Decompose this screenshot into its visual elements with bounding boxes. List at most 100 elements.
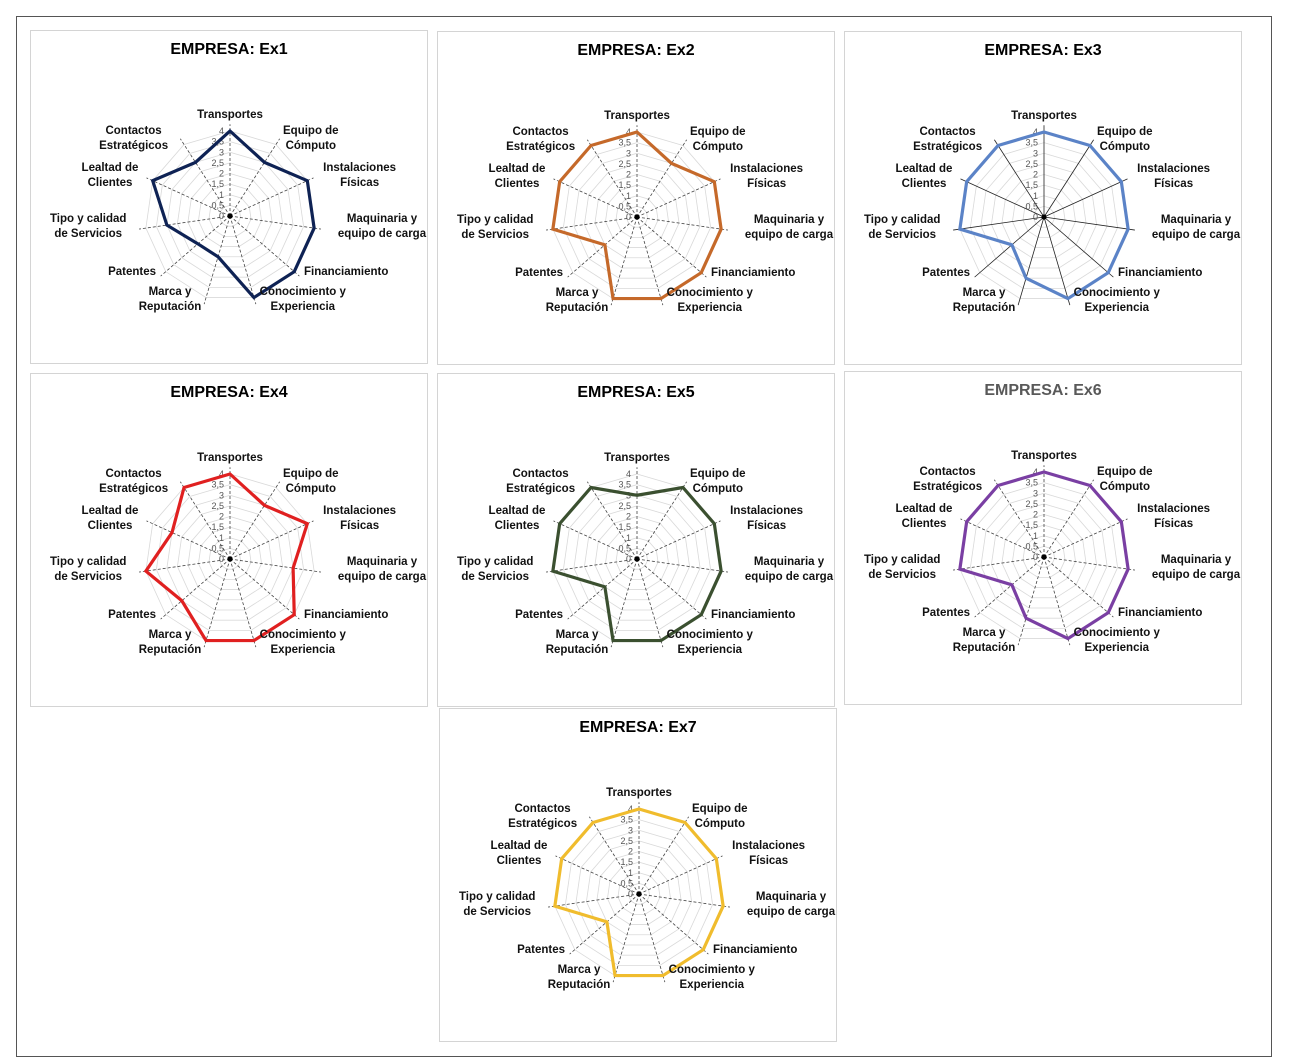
center-point [1041,214,1047,220]
axis-label: Transportes [197,109,263,121]
tick-label: 1,5 [618,180,631,190]
tick-label: 1 [1033,531,1038,541]
chart-title: EMPRESA: Ex2 [577,42,695,59]
axis-spoke [1017,216,1045,306]
axis-label: Instalaciones Físicas [730,163,803,190]
grid-ring [145,130,315,298]
tick-label: 2,5 [620,836,633,846]
axis-label: Instalaciones Físicas [323,162,396,189]
axis-label: Instalaciones Físicas [323,505,396,532]
tick-label: 4 [626,469,631,479]
axis-label: Conocimiento y Experiencia [1074,287,1161,314]
chart-title: EMPRESA: Ex1 [170,41,288,58]
axis-spoke [636,178,721,218]
chart-title: EMPRESA: Ex6 [984,382,1102,399]
grid-ring [187,173,273,258]
tick-label: 3 [628,825,633,835]
radar-panel-ex4: EMPRESA: Ex4 4 3,5 3 2,5 2 1,5 1 0,5 0 Transporte… [30,373,428,707]
axis-label: Financiamiento [713,944,797,956]
axis-label: Transportes [1011,110,1077,122]
axis-label: Equipo de Cómputo [1097,466,1153,493]
axis-label: Patentes [515,609,563,621]
axis-label: Patentes [108,266,156,278]
tick-label: 2 [219,169,224,179]
axis-label: Maquinaria y equipo de carga [745,556,834,583]
radar-panel-ex2: EMPRESA: Ex2 4 3,5 3 2,5 2 1,5 1 0,5 0 Transporte… [437,31,835,365]
grid-ring [1022,535,1066,578]
grid-ring [208,194,252,237]
grid-ring [991,163,1097,269]
axis-label: Lealtad de Clientes [489,505,546,532]
axis-spoke [139,215,231,230]
center-point [634,214,640,220]
radar-panel-ex6: EMPRESA: Ex6 4 3,5 3 2,5 2 1,5 1 0,5 0 Transporte… [844,371,1242,705]
axis-label: Lealtad de Clientes [82,505,139,532]
tick-label: 1 [626,533,631,543]
grid-ring [980,492,1108,619]
axis-spoke [994,479,1045,558]
tick-label: 3,5 [620,815,633,825]
axis-spoke [960,178,1045,218]
axis-spoke [636,558,707,620]
axis-spoke [1043,518,1128,558]
axis-label: Conocimiento y Experiencia [669,964,756,991]
radar-panel-ex3: EMPRESA: Ex3 4 3,5 3 2,5 2 1,5 1 0,5 0 Transporte… [844,31,1242,365]
axis-label: Contactos Estratégicos [99,468,168,495]
axis-label: Maquinaria y equipo de carga [747,891,836,918]
axis-label: Tipo y calidad de Servicios [864,554,940,581]
tick-label: 2 [219,512,224,522]
grid-ring [1033,205,1055,228]
tick-label: 1,5 [1025,520,1038,530]
tick-label: 4 [219,126,224,136]
grid-ring [617,872,661,915]
axis-label: Financiamiento [711,609,795,621]
axis-spoke [555,855,640,895]
tick-label: 0 [1033,552,1038,562]
tick-label: 1,5 [211,179,224,189]
axis-label: Transportes [197,452,263,464]
axis-label: Tipo y calidad de Servicios [457,214,533,241]
figure-frame [16,16,1272,1057]
center-point [634,556,640,562]
grid-ring [573,494,701,621]
axis-spoke [587,139,638,218]
axis-label: Tipo y calidad de Servicios [50,213,126,240]
tick-label: 0,5 [211,200,224,210]
tick-label: 1,5 [618,522,631,532]
axis-label: Instalaciones Físicas [1137,163,1210,190]
axis-label: Patentes [108,609,156,621]
center-point [227,556,233,562]
axis-spoke [953,216,1045,231]
axis-label: Patentes [922,607,970,619]
grid-ring [596,851,682,936]
tick-label: 2 [626,512,631,522]
axis-label: Marca y Reputación [953,627,1016,654]
axis-label: Transportes [1011,450,1077,462]
grid-ring [187,516,273,601]
axis-spoke [636,216,664,306]
axis-label: Maquinaria y equipo de carga [338,556,427,583]
series-line [143,472,310,643]
axis-label: Lealtad de Clientes [896,163,953,190]
axis-spoke [610,216,638,306]
axis-label: Financiamiento [1118,267,1202,279]
axis-spoke [638,855,723,895]
series-line [150,128,316,300]
axis-spoke [146,177,231,217]
axis-spoke [180,481,231,560]
grid-ring [626,205,648,228]
tick-label: 4 [219,469,224,479]
axis-label: Financiamiento [304,266,388,278]
grid-ring [980,152,1108,279]
grid-ring [626,547,648,570]
center-point [1041,554,1047,560]
axis-spoke [546,558,638,573]
tick-label: 3,5 [211,480,224,490]
tick-label: 4 [628,804,633,814]
grid-ring [607,861,671,925]
axis-spoke [994,139,1045,218]
axis-spoke [203,215,231,305]
chart-title: EMPRESA: Ex7 [579,719,697,736]
axis-label: Equipo de Cómputo [1097,126,1153,153]
axis-spoke [638,816,689,895]
